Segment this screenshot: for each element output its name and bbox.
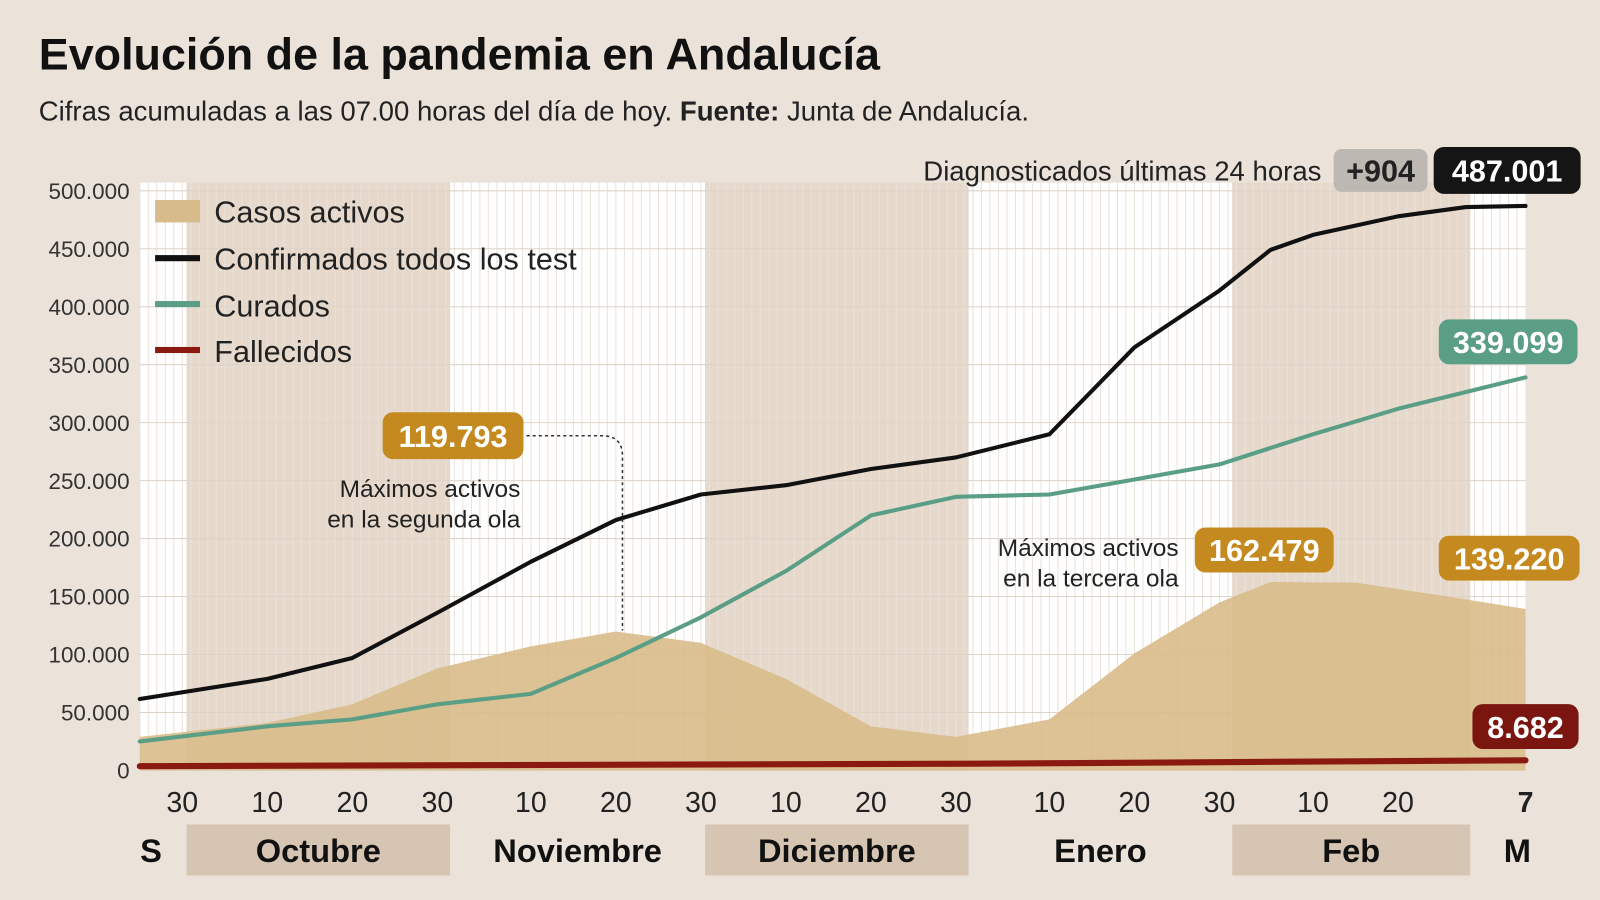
- delta-badge: [1333, 148, 1428, 192]
- y-tick-label: 0: [117, 759, 129, 784]
- activos-badge: [1438, 535, 1580, 581]
- y-tick-label: 450.000: [48, 237, 129, 262]
- annotation-line1: Máximos activos: [998, 535, 1179, 562]
- annotation-line1: Máximos activos: [340, 476, 521, 503]
- total-value: 487.001: [1452, 155, 1563, 189]
- y-tick-label: 350.000: [48, 353, 129, 378]
- peak-badge: [382, 412, 524, 460]
- x-tick-label: 20: [855, 787, 887, 819]
- x-tick-label: 10: [251, 787, 283, 819]
- chart-title: Evolución de la pandemia en Andalucía: [39, 28, 881, 79]
- x-tick-label: 30: [685, 787, 717, 819]
- x-axis: 30 10 20 30 10 20 30 10 20 30 10 20 30 10 20 7: [166, 787, 1533, 819]
- fallecidos-badge: [1472, 704, 1579, 749]
- legend: Casos activos Confirmados todos los test…: [155, 195, 577, 369]
- line-confirmados-todos-los-test: [137, 203, 1528, 702]
- series-layer: [136, 203, 1529, 771]
- month-label: Enero: [1054, 832, 1147, 869]
- annotation-line2: en la segunda ola: [327, 507, 521, 534]
- month-label-band: [1232, 824, 1471, 876]
- annotation-second-wave: 119.793 Máximos activos en la segunda ol…: [327, 412, 624, 631]
- curados-last-value: 339.099: [1453, 326, 1564, 360]
- chart-subtitle: Cifras acumuladas a las 07.00 horas del …: [39, 95, 1029, 126]
- month-label: Feb: [1322, 832, 1380, 869]
- x-tick-label: 20: [600, 787, 632, 819]
- month-label: Noviembre: [493, 832, 662, 869]
- month-label-band: [705, 824, 969, 876]
- line-fallecidos: [136, 757, 1529, 770]
- legend-label-curados: Curados: [214, 289, 330, 323]
- x-tick-label: 7: [1518, 787, 1534, 819]
- annotation-leader: [526, 434, 624, 631]
- month-label-band: [186, 824, 451, 876]
- legend-label-activos: Casos activos: [214, 195, 405, 229]
- x-tick-label: 30: [421, 787, 453, 819]
- legend-swatch-confirmados: [155, 255, 200, 262]
- area-casos-activos: [139, 582, 1526, 771]
- diagnosed-header: Diagnosticados últimas 24 horas +904 487…: [923, 146, 1581, 194]
- y-tick-label: 200.000: [48, 527, 129, 552]
- annotation-line2: en la tercera ola: [1003, 566, 1179, 593]
- x-tick-label: 10: [770, 787, 802, 819]
- month-label: Diciembre: [758, 832, 916, 869]
- line-curados: [137, 375, 1528, 744]
- legend-swatch-fallecidos: [155, 346, 200, 354]
- legend-label-confirmados: Confirmados todos los test: [214, 242, 577, 276]
- annotation-third-wave: 162.479 Máximos activos en la tercera ol…: [998, 527, 1334, 593]
- diagnosed-label: Diagnosticados últimas 24 horas: [923, 156, 1321, 187]
- x-tick-label: 20: [1382, 787, 1414, 819]
- x-tick-label: 30: [940, 787, 972, 819]
- x-tick-label: 20: [336, 787, 368, 819]
- x-tick-label: 30: [166, 787, 198, 819]
- x-tick-label: 20: [1119, 787, 1151, 819]
- legend-label-fallecidos: Fallecidos: [214, 335, 352, 369]
- x-tick-label: 30: [1204, 787, 1236, 819]
- delta-value: +904: [1346, 155, 1415, 189]
- month-label: Octubre: [256, 832, 381, 869]
- y-tick-label: 250.000: [48, 469, 129, 494]
- month-label: M: [1504, 832, 1531, 869]
- peak-value: 162.479: [1209, 534, 1320, 568]
- y-tick-label: 300.000: [48, 411, 129, 436]
- total-badge: [1433, 146, 1581, 194]
- x-tick-label: 10: [1034, 787, 1066, 819]
- x-tick-label: 10: [1297, 787, 1329, 819]
- y-tick-label: 400.000: [48, 295, 129, 320]
- y-tick-label: 100.000: [48, 643, 129, 668]
- fallecidos-last-value: 8.682: [1487, 711, 1564, 745]
- value-labels: 339.099 139.220 8.682: [1438, 319, 1580, 749]
- month-band: [139, 182, 187, 771]
- activos-last-value: 139.220: [1454, 542, 1565, 576]
- peak-value: 119.793: [399, 420, 508, 454]
- legend-swatch-activos: [155, 200, 200, 223]
- y-tick-label: 50.000: [61, 701, 130, 726]
- x-tick-label: 10: [515, 787, 547, 819]
- y-axis: 0 50.000 100.000 150.000 200.000 250.000 300.0…: [48, 179, 129, 784]
- curados-badge: [1438, 319, 1578, 365]
- month-label: S: [140, 832, 162, 869]
- y-tick-label: 150.000: [48, 585, 129, 610]
- y-tick-label: 500.000: [48, 179, 129, 204]
- peak-badge: [1194, 527, 1334, 573]
- legend-swatch-curados: [155, 301, 200, 308]
